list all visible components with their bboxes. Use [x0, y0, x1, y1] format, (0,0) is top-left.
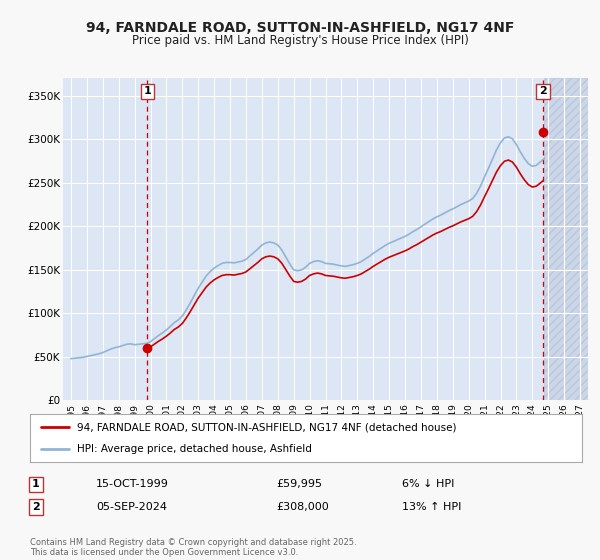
Text: 1: 1: [32, 479, 40, 489]
Text: 2: 2: [32, 502, 40, 512]
Text: £59,995: £59,995: [276, 479, 322, 489]
Text: Contains HM Land Registry data © Crown copyright and database right 2025.
This d: Contains HM Land Registry data © Crown c…: [30, 538, 356, 557]
Text: 2: 2: [539, 86, 547, 96]
Text: 15-OCT-1999: 15-OCT-1999: [96, 479, 169, 489]
Bar: [544, 78, 588, 400]
Text: 94, FARNDALE ROAD, SUTTON-IN-ASHFIELD, NG17 4NF: 94, FARNDALE ROAD, SUTTON-IN-ASHFIELD, N…: [86, 21, 514, 35]
Text: HPI: Average price, detached house, Ashfield: HPI: Average price, detached house, Ashf…: [77, 444, 312, 454]
Text: 1: 1: [143, 86, 151, 96]
Text: 13% ↑ HPI: 13% ↑ HPI: [402, 502, 461, 512]
Text: 6% ↓ HPI: 6% ↓ HPI: [402, 479, 454, 489]
Text: Price paid vs. HM Land Registry's House Price Index (HPI): Price paid vs. HM Land Registry's House …: [131, 34, 469, 46]
Text: £308,000: £308,000: [276, 502, 329, 512]
Text: 94, FARNDALE ROAD, SUTTON-IN-ASHFIELD, NG17 4NF (detached house): 94, FARNDALE ROAD, SUTTON-IN-ASHFIELD, N…: [77, 422, 457, 432]
Text: 05-SEP-2024: 05-SEP-2024: [96, 502, 167, 512]
